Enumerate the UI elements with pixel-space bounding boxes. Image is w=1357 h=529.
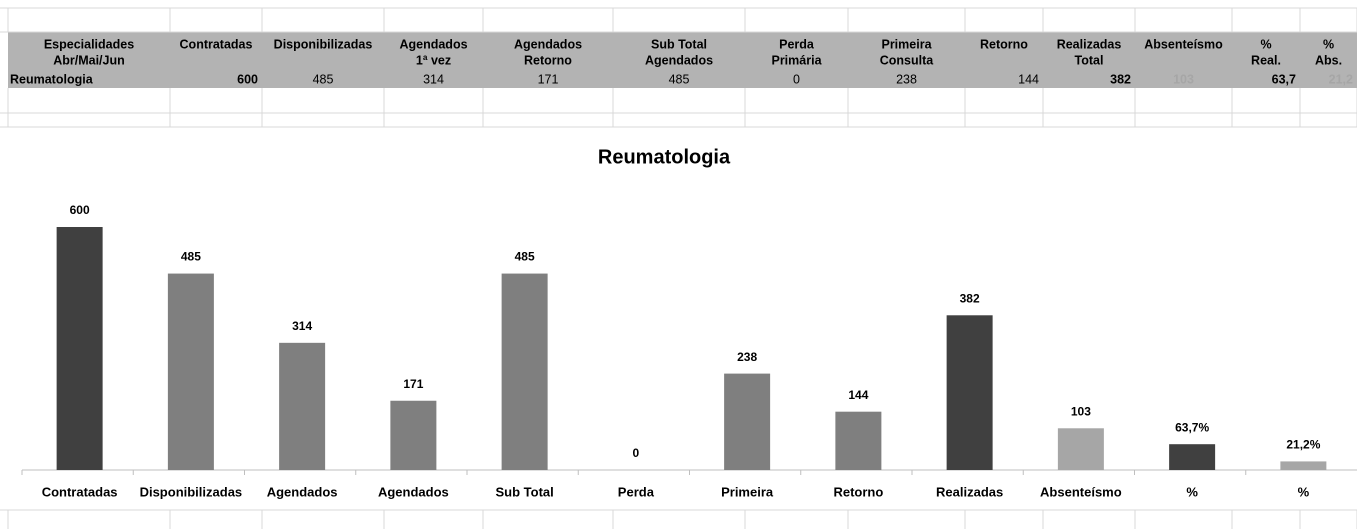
bar xyxy=(1057,428,1104,470)
data-label: 314 xyxy=(292,319,312,333)
data-label: 382 xyxy=(960,291,980,305)
table-cell: 485 xyxy=(313,72,334,86)
table-cell: 600 xyxy=(237,72,258,86)
table-cell: 144 xyxy=(1018,72,1039,86)
table-cell: 314 xyxy=(423,72,444,86)
table-cell: 21,2 xyxy=(1329,72,1353,86)
bar xyxy=(724,373,771,470)
column-header: 1ª vez xyxy=(416,53,451,67)
column-header: Abs. xyxy=(1315,53,1342,67)
bar xyxy=(56,227,103,470)
x-tick-label: % xyxy=(1298,484,1310,499)
table-cell: Reumatologia xyxy=(10,72,94,86)
column-header: % xyxy=(1260,37,1271,51)
bar xyxy=(167,273,214,470)
data-label: 485 xyxy=(515,250,535,264)
table-cell: 171 xyxy=(538,72,559,86)
table-cell: 485 xyxy=(669,72,690,86)
table-cell: 238 xyxy=(896,72,917,86)
x-tick-label: Perda xyxy=(618,484,655,499)
x-tick-label: Contratadas xyxy=(42,484,118,499)
column-header: Primária xyxy=(771,53,822,67)
column-header: Retorno xyxy=(524,53,572,67)
chart-title: Reumatologia xyxy=(598,146,731,168)
bar xyxy=(279,342,326,470)
x-tick-label: Sub Total xyxy=(495,484,553,499)
data-label: 144 xyxy=(848,388,868,402)
data-label: 171 xyxy=(403,377,423,391)
column-header: Abr/Mai/Jun xyxy=(53,53,125,67)
bar xyxy=(1169,444,1216,470)
data-label: 63,7% xyxy=(1175,420,1209,434)
x-tick-label: Primeira xyxy=(721,484,774,499)
column-header: Retorno xyxy=(980,37,1028,51)
table-cell: 63,7 xyxy=(1272,72,1296,86)
table-cell: 103 xyxy=(1173,72,1194,86)
data-label: 0 xyxy=(633,446,640,460)
column-header: % xyxy=(1323,37,1334,51)
bar xyxy=(501,273,548,470)
x-tick-label: Disponibilizadas xyxy=(140,484,243,499)
x-tick-label: Agendados xyxy=(378,484,449,499)
column-header: Total xyxy=(1075,53,1104,67)
column-header: Agendados xyxy=(399,37,467,51)
x-tick-label: Agendados xyxy=(267,484,338,499)
table-cell: 382 xyxy=(1110,72,1131,86)
x-tick-label: Realizadas xyxy=(936,484,1003,499)
data-label: 21,2% xyxy=(1286,438,1320,452)
table-cell: 0 xyxy=(793,72,800,86)
column-header: Disponibilizadas xyxy=(274,37,373,51)
data-label: 238 xyxy=(737,350,757,364)
column-header: Consulta xyxy=(880,53,935,67)
column-header: Agendados xyxy=(514,37,582,51)
column-header: Absenteísmo xyxy=(1144,37,1223,51)
x-tick-label: Retorno xyxy=(833,484,883,499)
column-header: Primeira xyxy=(881,37,932,51)
data-label: 103 xyxy=(1071,404,1091,418)
column-header: Especialidades xyxy=(44,37,134,51)
bar xyxy=(390,400,437,470)
column-header: Perda xyxy=(779,37,815,51)
column-header: Contratadas xyxy=(180,37,253,51)
x-tick-label: % xyxy=(1186,484,1198,499)
column-header: Real. xyxy=(1251,53,1281,67)
data-label: 485 xyxy=(181,250,201,264)
column-header: Agendados xyxy=(645,53,713,67)
bar xyxy=(835,411,882,470)
bar xyxy=(946,315,993,470)
table-band xyxy=(8,32,1357,88)
x-tick-label: Absenteísmo xyxy=(1040,484,1122,499)
bar xyxy=(1280,461,1327,470)
data-label: 600 xyxy=(70,203,90,217)
column-header: Realizadas xyxy=(1057,37,1122,51)
column-header: Sub Total xyxy=(651,37,707,51)
